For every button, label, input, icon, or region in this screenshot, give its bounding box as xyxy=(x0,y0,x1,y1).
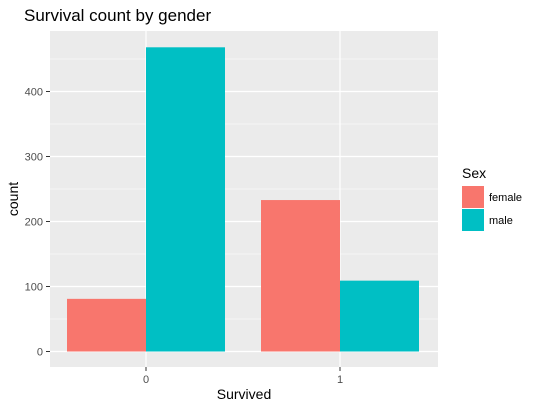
x-tick-label: 1 xyxy=(337,374,343,386)
legend-title: Sex xyxy=(462,165,486,181)
chart-title: Survival count by gender xyxy=(24,6,211,25)
y-axis: 0 100 200 300 400 xyxy=(25,87,50,359)
y-tick-label: 100 xyxy=(25,282,43,294)
x-axis-title: Survived xyxy=(217,386,271,402)
y-tick-label: 0 xyxy=(37,347,43,359)
bar-male-1 xyxy=(340,281,419,352)
legend: Sex female male xyxy=(462,165,522,231)
bar-female-1 xyxy=(261,200,340,351)
legend-label-male: male xyxy=(489,215,513,227)
bar-male-0 xyxy=(146,47,225,351)
x-tick-label: 0 xyxy=(143,374,149,386)
legend-swatch-male xyxy=(462,209,484,231)
y-tick-label: 400 xyxy=(25,87,43,99)
legend-swatch-female xyxy=(462,186,484,208)
y-tick-label: 200 xyxy=(25,217,43,229)
y-axis-title: count xyxy=(5,182,21,216)
bar-female-0 xyxy=(67,299,146,352)
y-tick-label: 300 xyxy=(25,152,43,164)
legend-label-female: female xyxy=(489,192,522,204)
